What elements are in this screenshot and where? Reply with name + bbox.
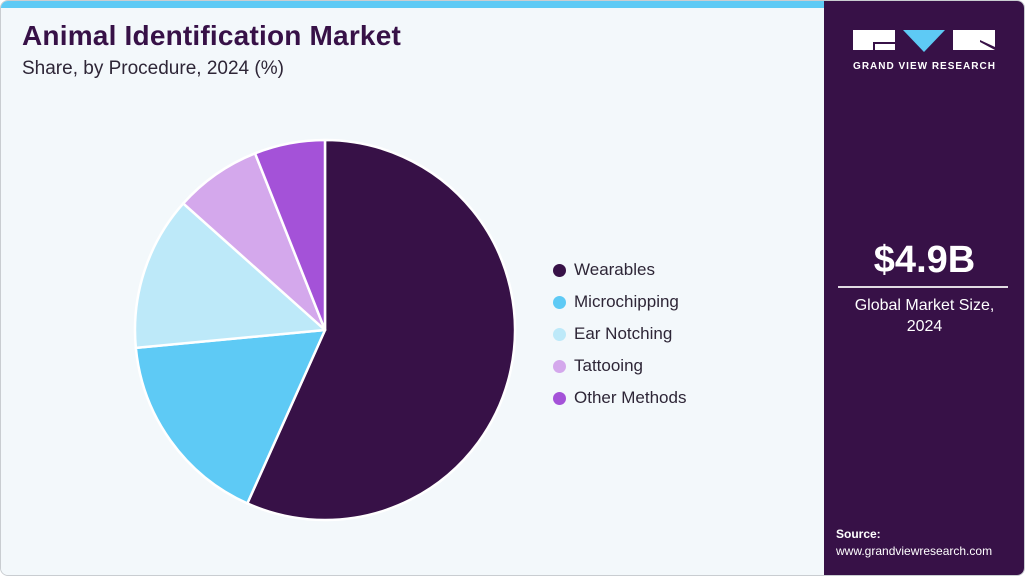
legend-item-wearables: Wearables (553, 254, 686, 286)
legend-label: Wearables (574, 260, 655, 279)
logo-text: GRAND VIEW RESEARCH (853, 61, 996, 72)
legend-item-other-methods: Other Methods (553, 382, 686, 414)
pie-chart (133, 138, 517, 522)
legend-dot-icon (553, 327, 566, 341)
divider (838, 286, 1008, 288)
legend: Wearables Microchipping Ear Notching Tattoo… (553, 254, 686, 414)
chart-title: Animal Identification Market (22, 20, 401, 51)
pie-slice-microchipping (134, 328, 327, 505)
legend-label: Other Methods (574, 388, 687, 407)
pie-slice-other-methods (253, 138, 327, 332)
pie-slice-wearables (246, 138, 517, 522)
legend-item-ear-notching: Ear Notching (553, 318, 686, 350)
side-panel: GRAND VIEW RESEARCH $4.9B Global Market … (824, 1, 1024, 575)
source-link[interactable]: www.grandviewresearch.com (836, 544, 993, 558)
legend-item-tattooing: Tattooing (553, 350, 686, 382)
caption-line-1: Global Market Size, (854, 297, 995, 314)
legend-item-microchipping: Microchipping (553, 286, 686, 318)
caption-line-2: 2024 (906, 318, 943, 335)
market-size-caption: Global Market Size, 2024 (824, 295, 1024, 337)
legend-dot-icon (553, 359, 566, 373)
grand-view-research-logo-icon (853, 30, 995, 52)
market-size-value: $4.9B (873, 239, 976, 281)
chart-subtitle: Share, by Procedure, 2024 (%) (22, 58, 284, 79)
legend-dot-icon (553, 263, 566, 277)
legend-label: Ear Notching (574, 324, 673, 343)
pie-slice-ear-notching (133, 202, 327, 350)
legend-dot-icon (553, 295, 566, 309)
legend-dot-icon (553, 391, 566, 405)
accent-bar (1, 1, 824, 8)
source-label: Source: (836, 527, 881, 541)
legend-label: Tattooing (574, 356, 643, 375)
legend-label: Microchipping (574, 292, 679, 311)
